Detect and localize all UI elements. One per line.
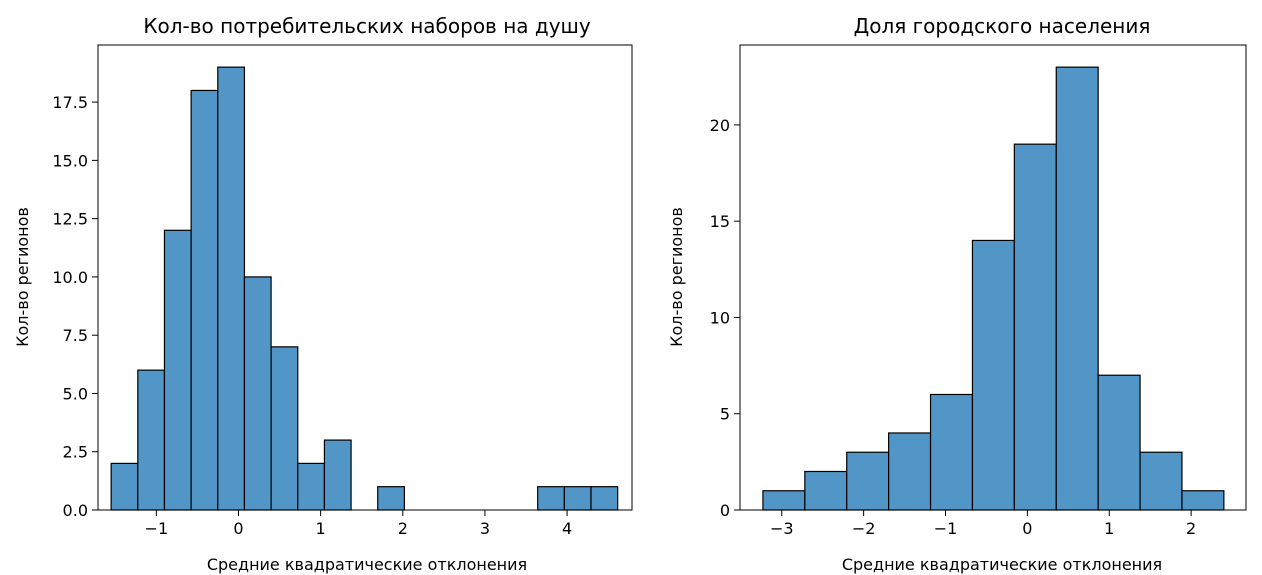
chart2-bar-8 bbox=[1097, 374, 1141, 511]
chart1-y-tick-label: 15.0 bbox=[52, 151, 88, 170]
chart1-x-tick-label: 4 bbox=[562, 519, 572, 538]
chart2-x-tick-label: −1 bbox=[934, 519, 958, 538]
chart1-bars bbox=[110, 66, 619, 511]
chart2-bar-1 bbox=[804, 470, 848, 511]
chart1-y-tick-label: 5.0 bbox=[63, 384, 88, 403]
chart2-title: Доля городского населения bbox=[854, 14, 1151, 38]
chart1-bar-16 bbox=[537, 486, 565, 511]
chart2-x-tick-label: −3 bbox=[770, 519, 794, 538]
chart2-bar-2 bbox=[846, 451, 890, 511]
chart1-y-tick-label: 7.5 bbox=[63, 326, 88, 345]
chart1-bar-5 bbox=[243, 276, 272, 511]
chart2-y-tick-label: 0 bbox=[720, 501, 730, 520]
chart1-bar-8 bbox=[323, 439, 352, 511]
chart1-bar-2 bbox=[163, 229, 192, 511]
chart2-y-ticks: 0 5 10 15 20 bbox=[710, 116, 740, 520]
chart1-x-tick-label: 3 bbox=[480, 519, 490, 538]
chart1-x-axis-label: Средние квадратические отклонения bbox=[207, 555, 527, 574]
chart1-bar-17 bbox=[563, 486, 592, 511]
chart2-y-tick-label: 10 bbox=[710, 308, 730, 327]
chart2-bar-0 bbox=[762, 490, 806, 511]
chart1-y-axis-label: Кол-во регионов bbox=[13, 207, 32, 347]
chart1-bar-7 bbox=[297, 462, 326, 511]
chart1-bar-6 bbox=[270, 346, 299, 511]
chart2-x-ticks: −3 −2 −1 0 1 2 bbox=[770, 510, 1196, 538]
chart1-bar-18 bbox=[590, 486, 619, 511]
chart1-y-tick-label: 0.0 bbox=[63, 501, 88, 520]
chart2-bar-9 bbox=[1139, 451, 1183, 511]
chart1-bar-10 bbox=[377, 486, 405, 511]
chart1-y-tick-label: 2.5 bbox=[63, 443, 88, 462]
chart2-plot-frame bbox=[739, 44, 1247, 511]
chart1-bar-4 bbox=[217, 66, 246, 511]
chart1-x-tick-label: 0 bbox=[233, 519, 243, 538]
chart-urban-population: Доля городского населения −3 −2 −1 0 1 2 0 5 10… bbox=[667, 14, 1247, 574]
chart2-y-axis-label: Кол-во регионов bbox=[667, 207, 686, 347]
chart2-bar-6 bbox=[1013, 143, 1057, 511]
chart-consumer-sets: Кол-во потребительских наборов на душу −… bbox=[13, 14, 633, 574]
chart2-bar-5 bbox=[971, 239, 1015, 511]
chart1-x-tick-label: 2 bbox=[398, 519, 408, 538]
chart2-bar-4 bbox=[929, 393, 974, 511]
chart2-y-tick-label: 5 bbox=[720, 405, 730, 424]
chart2-x-tick-label: 1 bbox=[1104, 519, 1114, 538]
chart1-plot-frame bbox=[97, 44, 633, 511]
chart1-y-ticks: 0.0 2.5 5.0 7.5 10.0 12.5 15.0 17.5 bbox=[52, 93, 98, 520]
chart2-x-tick-label: 2 bbox=[1186, 519, 1196, 538]
chart1-bar-1 bbox=[137, 369, 166, 511]
chart1-x-ticks: −1 0 1 2 3 4 bbox=[145, 510, 572, 538]
chart1-bar-0 bbox=[110, 462, 139, 511]
chart1-x-tick-label: 1 bbox=[316, 519, 326, 538]
chart2-bars bbox=[762, 66, 1225, 511]
chart2-y-tick-label: 20 bbox=[710, 116, 730, 135]
chart2-bar-3 bbox=[888, 432, 932, 511]
chart2-bar-7 bbox=[1055, 66, 1099, 511]
chart1-y-tick-label: 17.5 bbox=[52, 93, 88, 112]
chart2-x-axis-label: Средние квадратические отклонения bbox=[842, 555, 1162, 574]
chart1-x-tick-label: −1 bbox=[145, 519, 169, 538]
chart1-y-tick-label: 12.5 bbox=[52, 210, 88, 229]
chart1-y-tick-label: 10.0 bbox=[52, 268, 88, 287]
chart2-bar-10 bbox=[1181, 490, 1225, 511]
chart2-x-tick-label: 0 bbox=[1022, 519, 1032, 538]
chart2-x-tick-label: −2 bbox=[852, 519, 876, 538]
chart2-y-tick-label: 15 bbox=[710, 212, 730, 231]
chart1-title: Кол-во потребительских наборов на душу bbox=[143, 14, 591, 38]
chart1-bar-3 bbox=[190, 89, 219, 511]
